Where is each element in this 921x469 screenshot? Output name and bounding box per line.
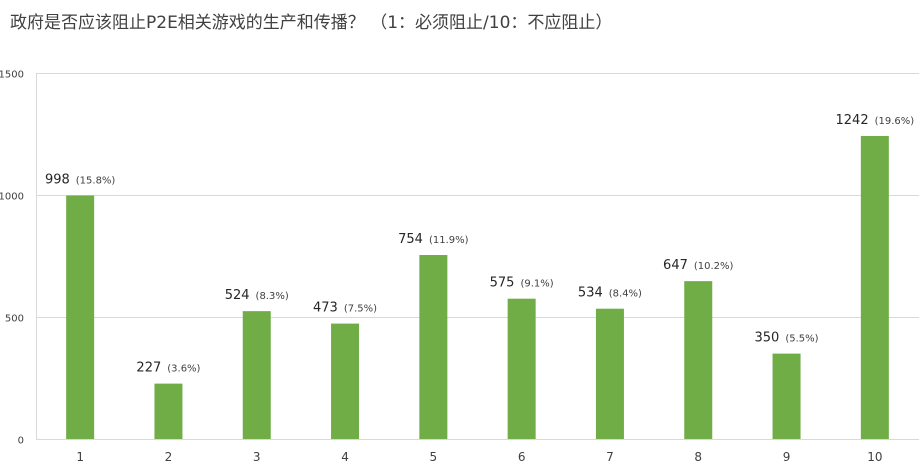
- bar: [331, 323, 360, 439]
- y-axis-ticks: 0 500 1000 1500: [0, 70, 24, 447]
- percent-label: (11.9%): [429, 235, 469, 246]
- x-tick-label: 7: [606, 450, 614, 464]
- bar: [507, 298, 536, 439]
- data-label: 534 (8.4%): [578, 286, 642, 301]
- y-tick-label: 0: [18, 436, 24, 447]
- bar: [66, 195, 95, 439]
- x-tick-label: 8: [694, 450, 702, 464]
- data-label: 1242 (19.6%): [836, 113, 915, 128]
- bars: [66, 135, 889, 439]
- value-label: 1242: [836, 113, 869, 128]
- data-label: 647 (10.2%): [663, 258, 733, 273]
- x-tick-label: 3: [253, 450, 261, 464]
- data-label: 575 (9.1%): [490, 276, 554, 291]
- y-tick-label: 500: [5, 314, 24, 325]
- bar: [419, 255, 448, 439]
- value-label: 473: [313, 301, 338, 316]
- data-label: 227 (3.6%): [136, 361, 200, 376]
- x-tick-label: 1: [76, 450, 84, 464]
- value-label: 998: [45, 172, 70, 187]
- x-tick-label: 4: [341, 450, 349, 464]
- bar: [154, 383, 183, 439]
- value-label: 350: [755, 331, 780, 346]
- data-label: 524 (8.3%): [225, 288, 289, 303]
- data-label: 998 (15.8%): [45, 172, 115, 187]
- x-tick-label: 9: [783, 450, 791, 464]
- percent-label: (3.6%): [167, 364, 200, 375]
- value-label: 754: [398, 232, 423, 247]
- percent-label: (9.1%): [520, 279, 553, 290]
- percent-label: (5.5%): [785, 334, 818, 345]
- x-axis-ticks: 1 2 3 4 5 6 7 8 9 10: [76, 450, 882, 464]
- value-label: 524: [225, 288, 250, 303]
- percent-label: (8.3%): [256, 291, 289, 302]
- bar: [772, 353, 801, 439]
- value-label: 647: [663, 258, 688, 273]
- percent-label: (7.5%): [344, 304, 377, 315]
- percent-label: (10.2%): [694, 261, 734, 272]
- value-label: 227: [136, 361, 161, 376]
- x-tick-label: 6: [518, 450, 526, 464]
- bar: [242, 311, 271, 439]
- gridlines: [36, 73, 919, 440]
- value-label: 575: [490, 276, 515, 291]
- bar: [684, 281, 713, 439]
- y-tick-label: 1500: [0, 70, 24, 81]
- data-label: 350 (5.5%): [755, 331, 819, 346]
- data-label: 754 (11.9%): [398, 232, 468, 247]
- bar: [860, 135, 889, 439]
- data-label: 473 (7.5%): [313, 301, 377, 316]
- chart-title: 政府是否应该阻止P2E相关游戏的生产和传播？ （1：必须阻止/10：不应阻止）: [10, 13, 613, 33]
- data-labels: 998 (15.8%) 227 (3.6%) 524 (8.3%) 473 (7.5%) 754…: [45, 113, 914, 376]
- x-tick-label: 10: [867, 450, 882, 464]
- y-tick-label: 1000: [0, 192, 24, 203]
- percent-label: (8.4%): [609, 289, 642, 300]
- value-label: 534: [578, 286, 603, 301]
- percent-label: (15.8%): [76, 175, 116, 186]
- bar: [595, 308, 624, 439]
- x-tick-label: 5: [430, 450, 438, 464]
- x-tick-label: 2: [165, 450, 173, 464]
- percent-label: (19.6%): [875, 116, 915, 127]
